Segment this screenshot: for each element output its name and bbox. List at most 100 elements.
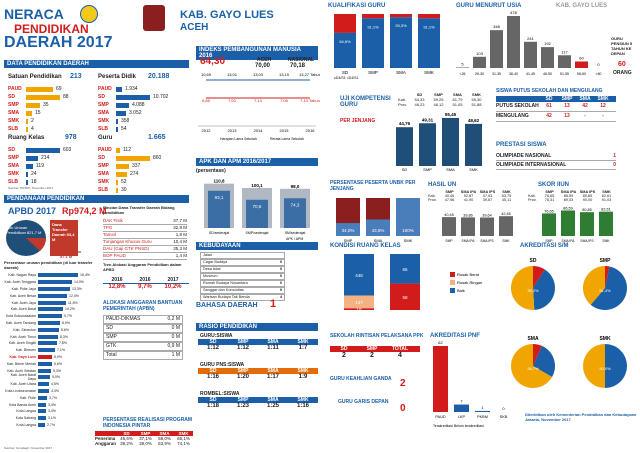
rasio-val: 1:12	[236, 345, 249, 351]
putus-key: PUTUS SEKOLAH	[496, 103, 539, 109]
akr-slice	[583, 344, 605, 388]
ipm-bot-label: 7,14	[254, 98, 263, 103]
kual-over-val: 91,1%	[367, 24, 379, 29]
usia-label: 36-40	[509, 72, 518, 76]
mini-cat: SMK	[602, 239, 610, 243]
kv-value: 30	[121, 187, 127, 193]
kv-row: SMP 35	[8, 101, 88, 109]
kv-bar	[26, 86, 53, 92]
kv-row: SMA 274	[98, 170, 186, 178]
skor-iiun-chart: 76,65 SMP 86,59 SMA IPA 80,85 SMA IPS 82,61 SMK	[542, 206, 613, 243]
apm-bar	[208, 190, 230, 228]
nas-value: 70,18	[290, 63, 306, 69]
alokasi-row: GTK 0,9 M	[103, 342, 183, 351]
kab-value: 14,0%	[74, 280, 84, 285]
rasio-col: SD	[209, 339, 217, 345]
kab-row: Kab. Aceh Barat Daya 5,0%	[4, 373, 96, 381]
prestasi-title: PRESTASI SISWA	[496, 142, 547, 148]
kebudayaan-value: 0	[279, 260, 282, 264]
kab-row: Kab. Aceh Selatan 5,3%	[4, 367, 96, 374]
ukg-bar	[419, 123, 436, 166]
kab-bar	[38, 307, 63, 312]
rasio-val: 1:16	[296, 403, 309, 409]
rincian-title: Rincian Dana Transfer Daerah Bidang pend…	[103, 205, 175, 215]
tren-year: 2017	[167, 277, 179, 283]
rincian-value: 10,4 M	[173, 239, 187, 244]
mini-bar-val: 39,64	[482, 214, 492, 218]
title-line-3: DAERAH 2017	[4, 34, 113, 51]
mini-bar	[580, 212, 594, 236]
kv-key: SMK	[98, 118, 110, 124]
mini-key: Prov.	[528, 198, 537, 202]
kondisi-leg: Rusak Ringan	[457, 280, 482, 285]
rk-rows: SD 603 SMP 214 SMA 119 SMK 24 SLB 18	[8, 146, 88, 186]
mini-col: SMA IPS	[479, 190, 496, 194]
apbd-label: APBD 2017	[8, 206, 57, 216]
kv-key: SMP	[8, 102, 19, 108]
prestasi-key: OLIMPIADE INTERNASIONAL	[496, 162, 567, 168]
kab-bar	[38, 354, 52, 359]
dpd-title: DATA PENDIDIKAN DAERAH	[4, 60, 189, 68]
ukg-cat: SMK	[469, 167, 478, 172]
kv-row: SMK 52	[98, 178, 186, 186]
kv-value: 10.702	[153, 94, 169, 100]
kv-row: SD 860	[98, 154, 186, 162]
rasio-val: 1:20	[236, 374, 249, 380]
kondisi-title: KONDISI RUANG KELAS	[330, 243, 401, 249]
unbk-val: 34,0%	[342, 228, 355, 233]
kv-value: 860	[153, 155, 162, 161]
kv-bar	[116, 94, 150, 100]
kab-name: Kab. Bener Meriah	[6, 361, 36, 366]
rasio-table-2: SD SMP SMA SMK 1:16 1:20 1:17 1:9	[198, 368, 318, 380]
tren-val: 9,7%	[138, 284, 152, 290]
pensiun-note: GURU PENSIUN 5 TAHUN KE DEPAN	[611, 36, 633, 56]
pip-val: 39,2%	[120, 441, 133, 446]
kual-bar-under	[362, 14, 384, 19]
kv-bar	[26, 118, 28, 124]
kondisi-leg: Baik	[457, 288, 465, 293]
mini-row: Kab. 76,65 86,59 80,85 82,61	[528, 194, 620, 198]
pip-val: 74,1%	[177, 441, 190, 446]
kv-key: SMA	[8, 110, 20, 116]
mini-val: 90,00	[582, 198, 593, 202]
tren-val: 10,2%	[164, 284, 182, 290]
kv-bar	[116, 155, 150, 161]
usia-val: 117	[561, 49, 568, 54]
kab-value: 4,4%	[51, 388, 59, 393]
kv-row: PAUD 69	[8, 85, 88, 93]
akr-label: SD	[530, 258, 537, 264]
kab-row: Kota Langsa 2,7%	[4, 422, 96, 429]
unbk-val: 43,5%	[372, 228, 385, 233]
putus-col: SMP	[561, 96, 573, 102]
ukg-col: SD	[416, 92, 423, 97]
title-line-2: PENDIDIKAN	[14, 22, 89, 36]
rasio-head: SD SMP SMA SMK	[198, 368, 318, 374]
kondisi-seg	[344, 295, 374, 309]
ukg-row: Prov. 46,23 46,12 51,05 51,88	[398, 102, 486, 107]
skor-iiun-table: SMP SMA IPA SMA IPS SMK Kab. 76,65 86,59 80,85 8…	[528, 190, 620, 202]
kab-value: 5,0%	[52, 375, 60, 380]
apm-bar	[246, 199, 268, 228]
rasio-val: 1:25	[266, 403, 279, 409]
kv-key: SMP	[98, 102, 109, 108]
unbk-title: PERSENTASE PESERTA UNBK PER JENJANG	[330, 180, 416, 192]
pip-table: SD SMP SMA SMK Penerima 46,6% 37,1% 58,0% 66,1% A…	[95, 431, 193, 446]
kebudayaan-row: Warisan Budaya Tak Benda 4	[200, 294, 285, 301]
kv-value: 337	[132, 163, 141, 169]
usia-label: 56-60	[577, 72, 586, 76]
unbk-cat: SMK	[404, 238, 413, 243]
mini-cat: SMP	[445, 239, 453, 243]
usia-label: 41-45	[526, 72, 535, 76]
kv-value: 3.052	[129, 110, 142, 116]
kab-value: 8,6%	[61, 327, 69, 332]
putus-col: SMA	[579, 96, 591, 102]
rasio-col: SMP	[237, 339, 249, 345]
mini-val: 53,75	[501, 194, 512, 198]
apk-chart: 110,8 93,1 SD/sederajat 100,1 70,6 SMP/sedera…	[204, 179, 310, 241]
unbk-cat: SMP	[344, 238, 353, 243]
ipm-top-label: 10,69	[201, 72, 212, 77]
mini-cat: SMA IPA	[562, 239, 576, 243]
kondisi-leg-sw	[450, 280, 455, 285]
kab-row: Kota Lhokseumawe 4,4%	[4, 388, 96, 395]
putus-row: PUTUS SEKOLAH 61 13 42 12	[496, 102, 616, 112]
